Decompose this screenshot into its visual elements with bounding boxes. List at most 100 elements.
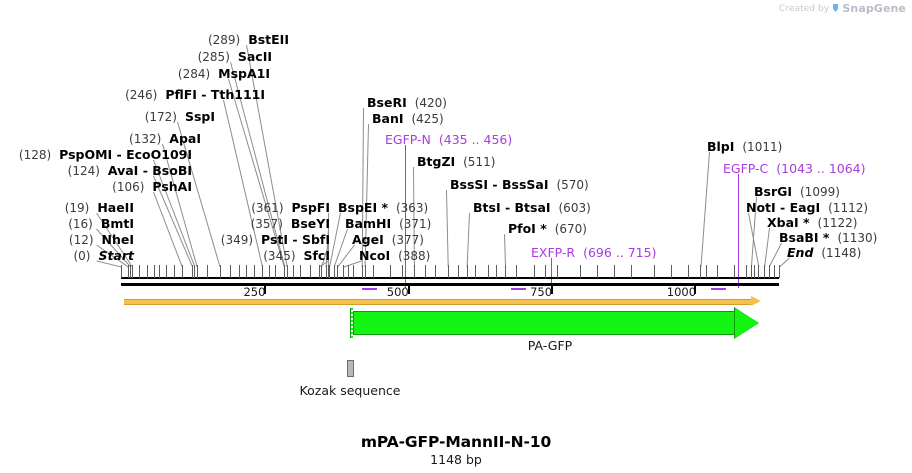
site-label-btgzi[interactable]: BtgZI (511)	[417, 155, 496, 170]
enzyme-name: SspI	[184, 109, 215, 124]
enzyme-name: PspFI	[291, 200, 330, 215]
restriction-site-tick	[533, 265, 535, 278]
enzyme-name: PshAI	[152, 179, 192, 194]
site-label-bsrgi[interactable]: BsrGI (1099)	[754, 185, 840, 200]
enzyme-name: BtsI - BtsaI	[473, 200, 551, 215]
sequence-direction-arrowhead	[751, 296, 761, 306]
restriction-site-tick	[353, 265, 355, 278]
site-label-haeii[interactable]: (19) HaeII	[0, 200, 134, 216]
site-label-bani[interactable]: BanI (425)	[372, 111, 444, 127]
enzyme-name: BmtI	[100, 216, 134, 231]
site-label-bstell[interactable]: (289) BstEII	[0, 33, 289, 48]
site-label-btsi-btsai[interactable]: BtsI - BtsaI (603)	[473, 200, 591, 216]
restriction-site-tick	[700, 265, 702, 278]
enzyme-name: BsaBI *	[779, 230, 830, 245]
site-label-bseri[interactable]: BseRI (420)	[367, 95, 447, 111]
site-label-pspomi-ecoo109i[interactable]: (128) PspOMI - EcoO109I	[0, 148, 192, 163]
site-label-avai-bsobi[interactable]: (124) AvaI - BsoBI	[0, 164, 192, 179]
site-label-bsabi[interactable]: BsaBI * (1130)	[779, 230, 877, 246]
site-label-pshai[interactable]: (106) PshAI	[0, 179, 192, 195]
site-label-bspei[interactable]: BspEI * (363)	[338, 200, 429, 216]
site-label-sacii[interactable]: (285) SacII	[0, 49, 272, 65]
site-position: (1122)	[817, 216, 858, 230]
kozak-marker[interactable]	[347, 360, 354, 377]
restriction-site-tick	[774, 265, 776, 278]
restriction-site-tick	[192, 265, 194, 278]
site-label-ncoi[interactable]: NcoI (388)	[359, 249, 430, 264]
site-label-agei[interactable]: AgeI (377)	[352, 233, 424, 248]
restriction-site-tick	[206, 265, 208, 278]
restriction-site-tick	[688, 265, 690, 278]
restriction-site-tick	[717, 265, 719, 278]
page-subtitle: 1148 bp	[430, 452, 482, 467]
restriction-site-tick	[545, 265, 547, 278]
feature-leader-line	[738, 174, 740, 288]
restriction-site-tick	[274, 265, 276, 278]
site-position: (363)	[395, 201, 429, 215]
backbone-rule	[121, 277, 779, 279]
site-position: (172)	[144, 110, 177, 124]
site-label-exfp-r[interactable]: EXFP-R (696 .. 715)	[531, 246, 656, 260]
enzyme-name: SfcI	[303, 248, 330, 263]
site-label-mspa1i[interactable]: (284) MspA1I	[0, 67, 270, 82]
site-label-psti-sbfi[interactable]: (349) PstI - SbfI	[0, 233, 330, 248]
watermark-brand: SnapGene	[842, 2, 906, 15]
restriction-site-tick	[768, 265, 770, 278]
restriction-site-tick	[754, 265, 756, 278]
site-label-apai[interactable]: (132) ApaI	[0, 132, 201, 147]
feature-ruler-marker	[710, 288, 726, 290]
site-label-bseyi[interactable]: (357) BseYI	[0, 217, 330, 232]
site-position: (1148)	[821, 246, 862, 260]
restriction-site-tick	[268, 265, 270, 278]
site-label-end[interactable]: End (1148)	[787, 246, 862, 261]
enzyme-name: BseRI	[367, 95, 407, 110]
restriction-site-tick	[173, 265, 175, 278]
site-label-bamhi[interactable]: BamHI (371)	[345, 217, 431, 232]
site-position: (1112)	[828, 201, 869, 215]
site-position: (289)	[207, 33, 241, 47]
site-label-bsssi-bsssai[interactable]: BssSI - BssSaI (570)	[450, 178, 589, 193]
site-label-sfci[interactable]: (345) SfcI	[0, 248, 330, 264]
site-label-egfp-n[interactable]: EGFP-N (435 .. 456)	[385, 133, 512, 147]
site-label-bmti[interactable]: (16) BmtI	[0, 216, 134, 232]
restriction-site-tick	[475, 265, 477, 278]
site-position: (246)	[125, 88, 158, 102]
enzyme-name: BlpI	[707, 139, 735, 154]
site-label-sspi[interactable]: (172) SspI	[0, 109, 215, 125]
site-label-nhei[interactable]: (12) NheI	[0, 233, 134, 248]
restriction-site-tick	[284, 265, 286, 278]
enzyme-name: EXFP-R	[531, 245, 576, 260]
restriction-site-tick	[579, 265, 581, 278]
restriction-site-tick	[764, 265, 766, 278]
site-position: (420)	[414, 96, 447, 110]
page-title: mPA-GFP-MannII-N-10	[360, 433, 552, 451]
site-position: (377)	[391, 233, 424, 247]
site-label-pfoi[interactable]: PfoI * (670)	[508, 222, 587, 237]
enzyme-name: Start	[98, 248, 134, 263]
restriction-site-tick	[318, 265, 320, 278]
site-position: (511)	[463, 155, 496, 169]
kozak-label: Kozak sequence	[299, 383, 401, 398]
restriction-site-tick	[758, 265, 760, 278]
restriction-site-tick	[196, 265, 198, 278]
site-label-blpi[interactable]: BlpI (1011)	[707, 139, 782, 155]
restriction-site-tick	[447, 265, 449, 278]
enzyme-name: HaeII	[97, 200, 134, 215]
restriction-site-tick	[310, 265, 312, 278]
site-label-pspfi[interactable]: (361) PspFI	[0, 200, 330, 216]
enzyme-name: BspEI *	[338, 200, 388, 215]
restriction-site-tick	[745, 265, 747, 278]
site-label-noti-eagi[interactable]: NotI - EagI (1112)	[746, 201, 869, 216]
site-label-pflfi-tth111i[interactable]: (246) PflFI - Tth111I	[0, 88, 265, 103]
enzyme-name: BanI	[372, 111, 404, 126]
restriction-site-tick	[219, 265, 221, 278]
restriction-site-tick	[671, 265, 673, 278]
site-label-start[interactable]: (0) Start	[0, 248, 134, 264]
restriction-site-tick	[194, 265, 196, 278]
site-label-egfp-c[interactable]: EGFP-C (1043 .. 1064)	[723, 162, 866, 176]
site-label-xbai[interactable]: XbaI * (1122)	[767, 216, 858, 231]
pa-gfp-arrow-body[interactable]	[353, 311, 735, 335]
restriction-site-tick	[321, 265, 323, 278]
enzyme-name: SacII	[237, 49, 272, 64]
enzyme-name: EGFP-N	[385, 132, 431, 147]
